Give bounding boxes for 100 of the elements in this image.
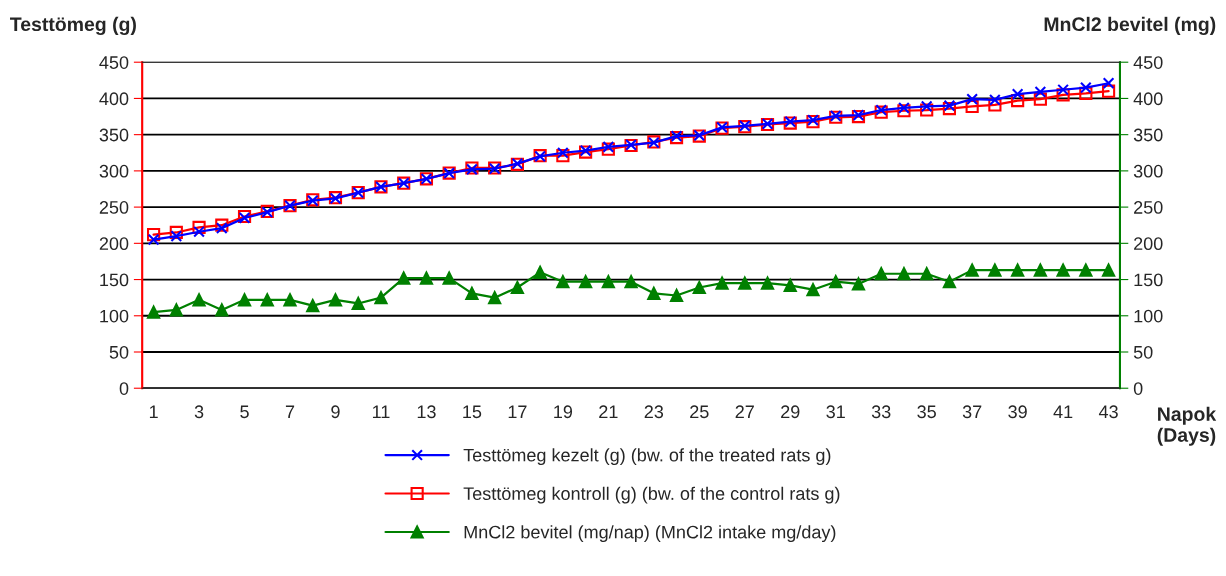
x-tick-label: 29 <box>781 405 800 419</box>
point <box>1011 94 1025 108</box>
x-tick-label: 7 <box>285 405 295 418</box>
y2-tick-label: 150 <box>1134 273 1163 287</box>
x-tick-label: 25 <box>690 405 709 419</box>
point <box>169 225 183 240</box>
point <box>920 100 933 113</box>
point <box>556 146 569 159</box>
y2-tick-label: 350 <box>1133 128 1163 142</box>
x-tick-label: 27 <box>735 405 754 418</box>
x-tick-label: 5 <box>240 405 249 419</box>
point <box>215 218 229 232</box>
x-tick-label: 33 <box>871 405 891 419</box>
x-tick-label: 15 <box>463 405 482 419</box>
x-tick-label: 35 <box>917 405 936 419</box>
point <box>192 220 206 234</box>
point <box>237 293 252 307</box>
y-tick-label: 50 <box>109 345 129 359</box>
point <box>1033 263 1047 277</box>
point <box>943 99 956 112</box>
point <box>920 267 934 281</box>
x-axis-title: Napok (Days) <box>1157 406 1217 446</box>
point <box>669 288 684 303</box>
legend-label: Testtömeg kezelt (g) (bw. of the treated rats g) <box>463 448 831 466</box>
point <box>624 275 638 289</box>
point <box>374 291 388 305</box>
point <box>147 233 160 246</box>
point <box>465 286 479 300</box>
x-tick-label: 13 <box>417 405 436 419</box>
point <box>692 280 706 295</box>
y2-tick-label: 400 <box>1133 92 1163 106</box>
point <box>1056 263 1070 277</box>
point <box>601 275 615 289</box>
point <box>170 230 183 242</box>
point <box>215 303 229 317</box>
point <box>169 303 183 317</box>
point <box>283 293 297 307</box>
y-tick-label: 400 <box>99 92 129 106</box>
x-tick-label: 1 <box>149 405 158 418</box>
point <box>1079 263 1093 277</box>
point <box>193 225 205 238</box>
x-tick-label: 17 <box>508 405 527 418</box>
x-tick-label: 43 <box>1098 405 1118 419</box>
point <box>647 286 661 300</box>
point <box>488 291 502 305</box>
y-tick-label: 300 <box>99 164 129 178</box>
y-tick-label: 0 <box>119 382 129 395</box>
y2-tick-label: 200 <box>1134 237 1163 251</box>
point <box>942 101 957 116</box>
point <box>510 280 524 295</box>
x-tick-label: 9 <box>331 405 340 419</box>
y2-tick-label: 450 <box>1133 56 1163 69</box>
point <box>1102 77 1115 90</box>
point <box>715 276 729 290</box>
point <box>533 265 547 279</box>
y-tick-label: 200 <box>99 237 129 251</box>
point <box>897 267 911 281</box>
y2-tick-label: 50 <box>1133 345 1153 359</box>
y2-tick-label: 300 <box>1133 164 1163 178</box>
point <box>260 293 274 307</box>
point <box>738 276 752 290</box>
point <box>783 278 797 292</box>
point <box>192 293 206 307</box>
point <box>397 271 411 285</box>
point <box>556 149 570 163</box>
y-tick-label: 150 <box>100 273 129 287</box>
point <box>1033 92 1047 106</box>
x-tick-label: 3 <box>194 405 204 419</box>
point <box>306 299 320 313</box>
point <box>146 228 161 242</box>
y-axis-title: Testtömeg (g) <box>10 16 136 36</box>
point <box>988 263 1002 277</box>
legend-label: Testtömeg kontroll (g) (bw. of the control rats g) <box>463 486 840 504</box>
point <box>897 104 911 118</box>
point <box>1056 88 1070 102</box>
x-tick-label: 41 <box>1053 405 1073 418</box>
x-tick-label: 19 <box>554 405 573 419</box>
point <box>806 283 820 297</box>
point <box>898 101 910 114</box>
point <box>920 103 934 117</box>
x-tick-label: 23 <box>644 405 664 419</box>
point <box>988 98 1002 112</box>
point <box>419 271 434 285</box>
point <box>351 296 365 311</box>
point <box>1011 88 1024 100</box>
point <box>215 222 228 235</box>
point <box>760 276 775 290</box>
x-tick-label: 31 <box>826 405 845 419</box>
point <box>874 267 888 281</box>
point <box>988 93 1001 106</box>
point <box>942 275 957 289</box>
point <box>966 93 979 106</box>
point <box>829 275 843 289</box>
x-tick-label: 11 <box>372 405 390 418</box>
y2-tick-label: 250 <box>1134 201 1163 214</box>
point <box>1079 81 1092 94</box>
point <box>1101 84 1116 98</box>
point <box>1011 263 1025 277</box>
y2-tick-label: 0 <box>1133 382 1143 395</box>
point <box>1101 263 1116 277</box>
